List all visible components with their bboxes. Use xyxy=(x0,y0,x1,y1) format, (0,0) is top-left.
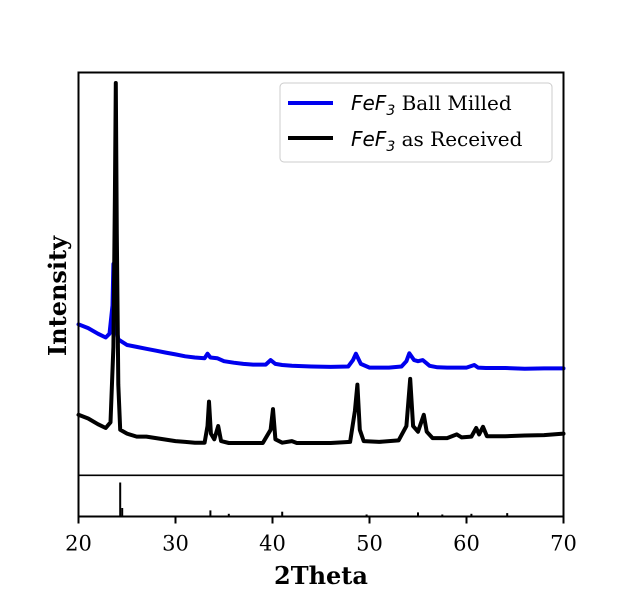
x-tick-label-40: 40 xyxy=(259,532,286,556)
legend: FeF3 Ball Milled FeF3 as Received xyxy=(279,82,553,163)
x-axis: 20 30 40 50 60 70 xyxy=(65,516,577,556)
x-tick-label-30: 30 xyxy=(162,532,189,556)
x-tick-label-50: 50 xyxy=(356,532,383,556)
series-line-ball-milled xyxy=(76,262,566,371)
legend-label-as-received: FeF3 as Received xyxy=(351,127,523,155)
series-layer xyxy=(76,81,566,445)
x-axis-title: 2Theta xyxy=(274,561,368,590)
reference-panel xyxy=(77,474,565,518)
legend-label-ball-milled: FeF3 Ball Milled xyxy=(351,91,512,119)
legend-box xyxy=(279,82,553,163)
x-tick-label-20: 20 xyxy=(65,532,92,556)
x-tick-label-70: 70 xyxy=(550,532,577,556)
x-tick-label-60: 60 xyxy=(453,532,480,556)
series-line-as-received xyxy=(76,81,566,445)
reference-panel-frame xyxy=(77,475,565,518)
y-axis-title: Intensity xyxy=(43,235,72,356)
